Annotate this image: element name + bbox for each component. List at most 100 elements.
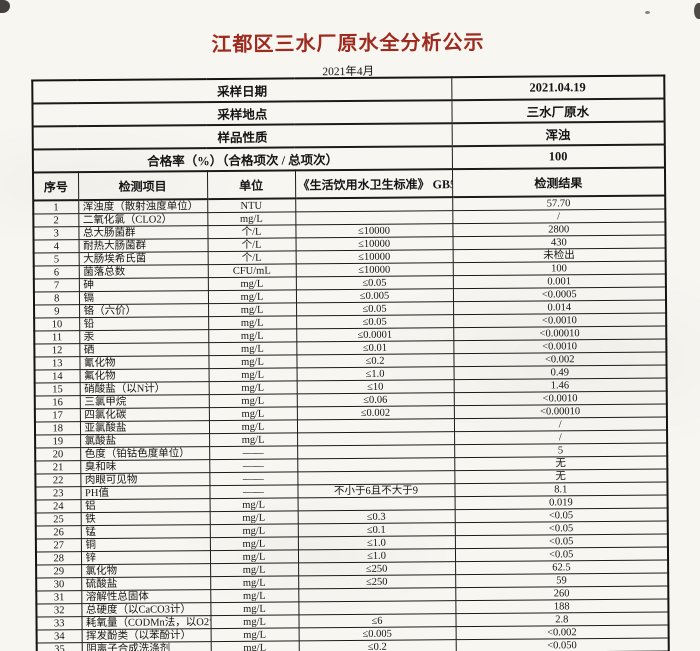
cell-seq: 23	[35, 486, 81, 500]
cell-result: <0.050	[455, 638, 669, 651]
page-title: 江都区三水厂原水全分析公示	[211, 31, 485, 57]
cell-seq: 19	[35, 434, 81, 448]
info-value: 100	[451, 144, 665, 170]
cell-unit: mg/L	[208, 354, 297, 369]
col-header-standard: 《生活饮用水卫生标准》 GB5749	[294, 169, 453, 199]
cell-seq: 30	[36, 577, 82, 591]
cell-unit: mg/L	[210, 562, 299, 577]
cell-unit: NTU	[207, 198, 296, 213]
cell-seq: 16	[34, 395, 80, 409]
cell-unit: 个/L	[207, 250, 296, 265]
cell-unit: mg/L	[208, 328, 297, 343]
cell-standard: ≤0.002	[296, 405, 454, 420]
cell-standard: ≤0.1	[297, 522, 455, 537]
cell-seq: 4	[33, 239, 79, 253]
cell-seq: 13	[34, 356, 80, 370]
cell-unit: mg/L	[208, 302, 297, 317]
cell-item: 锌	[80, 550, 211, 565]
cell-unit: mg/L	[208, 341, 297, 356]
cell-unit: mg/L	[207, 276, 296, 291]
cell-standard: ≤1.0	[296, 366, 454, 381]
cell-unit: mg/L	[208, 367, 297, 382]
cell-standard: ≤0.0001	[296, 327, 454, 342]
info-label: 样品性质	[32, 123, 452, 150]
cell-standard: ≤0.05	[295, 275, 453, 290]
cell-seq: 27	[35, 538, 81, 552]
cell-unit: mg/L	[207, 211, 296, 226]
cell-unit: 个/L	[207, 224, 296, 239]
cell-standard: 不小于6且不大于9	[297, 483, 455, 498]
cell-seq: 9	[34, 304, 80, 318]
analysis-table: 采样日期 2021.04.19 采样地点 三水厂原水 样品性质 浑浊 合格率（%）（合格项次…	[31, 74, 670, 651]
cell-standard	[298, 600, 456, 615]
cell-seq: 15	[34, 382, 80, 396]
cell-unit: mg/L	[209, 510, 298, 525]
cell-item: 菌落总数	[78, 264, 208, 279]
cell-standard: ≤0.2	[296, 353, 454, 368]
cell-seq: 21	[35, 460, 81, 474]
cell-standard	[295, 197, 453, 212]
cell-unit: mg/L	[207, 289, 297, 304]
cell-item: 色度（铂钴色度单位）	[80, 446, 210, 461]
col-header-seq: 序号	[32, 172, 79, 201]
cell-seq: 29	[36, 564, 82, 578]
cell-seq: 12	[34, 343, 80, 357]
cell-item: 氯化物	[81, 563, 211, 578]
cell-unit: mg/L	[209, 432, 298, 447]
cell-item: 二氧化氯（CLO2）	[78, 212, 208, 227]
cell-item: 溶解性总固体	[81, 589, 211, 604]
cell-standard: ≤250	[298, 561, 456, 576]
col-header-unit: 单位	[206, 170, 296, 200]
cell-seq: 34	[36, 629, 82, 643]
cell-unit: mg/L	[209, 523, 298, 538]
info-value: 三水厂原水	[451, 98, 665, 124]
cell-unit: mg/L	[209, 549, 299, 564]
cell-standard: ≤10000	[295, 223, 453, 238]
cell-seq: 31	[36, 590, 82, 604]
cell-unit: ——	[209, 484, 298, 499]
cell-standard: ≤10000	[295, 249, 453, 264]
cell-item: 砷	[78, 277, 208, 292]
cell-unit: mg/L	[210, 627, 299, 642]
cell-standard: ≤1.0	[297, 548, 456, 563]
cell-item: 总硬度（以CaCO3计）	[81, 602, 211, 617]
col-header-result: 检测结果	[451, 167, 666, 198]
cell-standard	[297, 431, 455, 446]
cell-seq: 5	[33, 252, 79, 266]
cell-item: 铜	[80, 537, 210, 552]
scan-smudge-top-left	[0, 0, 10, 13]
cell-standard: ≤0.01	[296, 340, 454, 355]
cell-unit: mg/L	[210, 601, 299, 616]
cell-item: 四氯化碳	[79, 407, 209, 422]
cell-unit: mg/L	[208, 419, 298, 434]
cell-standard: ≤250	[298, 574, 456, 589]
cell-item: 挥发酚类（以苯酚计）	[81, 628, 211, 643]
cell-item: 耗氧量（CODMn法，以O2计）	[81, 615, 211, 630]
cell-item: 硝酸盐（以N计）	[79, 381, 209, 396]
cell-seq: 6	[33, 265, 79, 279]
cell-unit: mg/L	[208, 380, 297, 395]
cell-seq: 18	[34, 421, 81, 435]
cell-item: 铬（六价）	[79, 303, 209, 318]
cell-unit: mg/L	[209, 497, 298, 512]
cell-unit: mg/L	[209, 536, 298, 551]
cell-item: 总大肠菌群	[78, 225, 208, 240]
cell-seq: 3	[33, 226, 79, 240]
cell-seq: 32	[36, 603, 82, 617]
cell-seq: 22	[35, 473, 81, 487]
cell-seq: 2	[33, 213, 79, 227]
cell-item: 铅	[79, 316, 209, 331]
cell-seq: 35	[36, 642, 82, 651]
cell-standard: ≤0.05	[296, 314, 454, 329]
cell-unit: mg/L	[208, 393, 297, 408]
scan-speck	[645, 11, 650, 14]
cell-item: 浑浊度（散射浊度单位）	[78, 199, 208, 214]
cell-item: 铁	[80, 511, 210, 526]
cell-item: 锰	[80, 524, 210, 539]
cell-standard: ≤0.06	[296, 392, 454, 407]
cell-standard: ≤1.0	[297, 535, 455, 550]
cell-item: 硫酸盐	[81, 576, 211, 591]
cell-seq: 11	[34, 330, 80, 344]
cell-unit: CFU/mL	[207, 263, 296, 278]
cell-standard: ≤0.3	[297, 509, 455, 524]
